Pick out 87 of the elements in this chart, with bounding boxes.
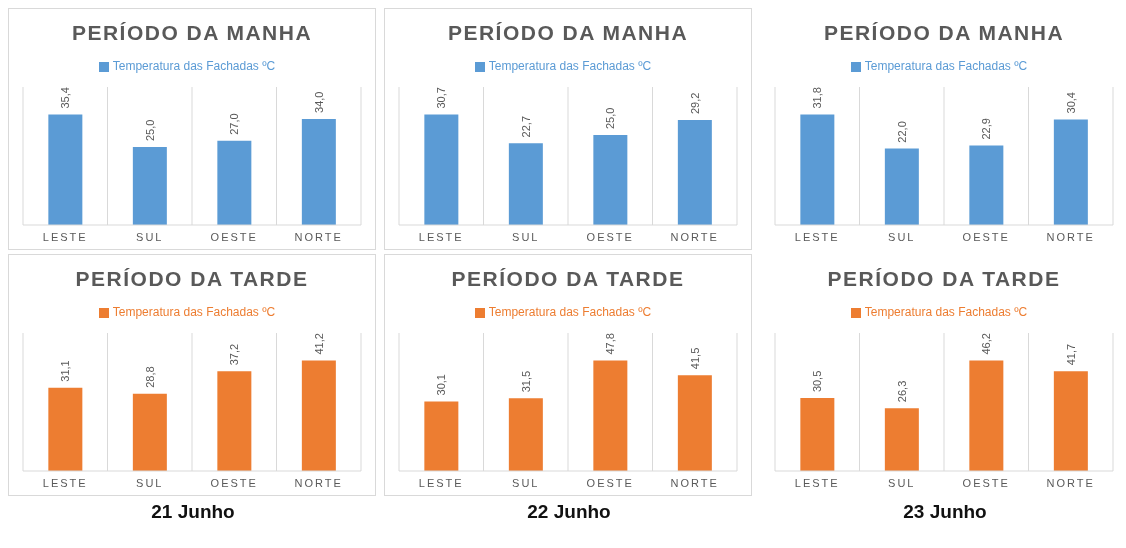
bar xyxy=(677,119,712,225)
data-label: 41,5 xyxy=(688,347,701,370)
data-label: 46,2 xyxy=(980,333,993,355)
data-label: 30,4 xyxy=(1064,92,1077,114)
bar xyxy=(217,140,252,225)
bar xyxy=(969,360,1004,471)
legend-label: Temperatura das Fachadas ºC xyxy=(488,59,652,73)
bar xyxy=(1053,371,1088,471)
bar xyxy=(508,398,543,471)
data-label: 35,4 xyxy=(59,87,72,109)
bar xyxy=(800,114,835,225)
x-tick-label: OESTE xyxy=(210,230,258,243)
data-label: 31,5 xyxy=(519,370,532,393)
text: 23 Junho xyxy=(902,501,988,523)
bar xyxy=(1053,119,1088,225)
data-label: 47,8 xyxy=(604,333,617,355)
text: 21 Junho xyxy=(150,501,236,523)
bar xyxy=(217,371,252,471)
bar xyxy=(48,387,83,471)
x-tick-label: NORTE xyxy=(1046,476,1095,489)
bar xyxy=(593,135,628,225)
data-label: 41,2 xyxy=(312,333,325,355)
bar xyxy=(593,360,628,471)
bar xyxy=(969,145,1004,225)
x-tick-label: SUL xyxy=(512,230,540,243)
bar xyxy=(301,118,336,225)
bar xyxy=(301,360,336,471)
bar xyxy=(884,148,919,225)
x-tick-label: NORTE xyxy=(1046,230,1095,243)
bar xyxy=(677,375,712,471)
legend-label: Temperatura das Fachadas ºC xyxy=(112,305,276,319)
x-tick-label: SUL xyxy=(888,476,916,489)
data-label: 41,7 xyxy=(1064,343,1077,366)
data-label: 30,5 xyxy=(811,370,824,393)
data-label: 25,0 xyxy=(604,107,617,130)
x-tick-label: LESTE xyxy=(794,230,840,243)
x-tick-label: NORTE xyxy=(294,230,343,243)
x-tick-label: NORTE xyxy=(670,476,719,489)
text: 22 Junho xyxy=(526,501,612,523)
data-label: 37,2 xyxy=(228,343,241,366)
data-label: 30,1 xyxy=(435,374,448,396)
chart-title: PERÍODO DA MANHA xyxy=(822,21,1066,46)
legend-label: Temperatura das Fachadas ºC xyxy=(864,305,1028,319)
x-tick-label: LESTE xyxy=(42,476,88,489)
data-label: 22,9 xyxy=(980,118,993,140)
chart-title: PERÍODO DA MANHA xyxy=(70,21,314,46)
x-tick-label: LESTE xyxy=(418,230,464,243)
chart-title: PERÍODO DA TARDE xyxy=(450,267,686,292)
data-label: 22,0 xyxy=(895,121,908,143)
x-tick-label: OESTE xyxy=(586,476,634,489)
chart-title: PERÍODO DA TARDE xyxy=(826,267,1062,292)
x-tick-label: OESTE xyxy=(962,230,1010,243)
x-tick-label: OESTE xyxy=(586,230,634,243)
bar xyxy=(424,401,459,471)
bar xyxy=(884,408,919,471)
bar xyxy=(508,143,543,225)
chart-title: PERÍODO DA TARDE xyxy=(74,267,310,292)
data-label: 27,0 xyxy=(228,113,241,135)
x-tick-label: SUL xyxy=(136,476,164,489)
data-label: 31,8 xyxy=(811,87,824,109)
x-tick-label: SUL xyxy=(512,476,540,489)
chart-title: PERÍODO DA MANHA xyxy=(446,21,690,46)
x-tick-label: NORTE xyxy=(670,230,719,243)
data-label: 22,7 xyxy=(519,115,532,138)
bar xyxy=(424,114,459,225)
data-label: 31,1 xyxy=(59,360,72,382)
bar xyxy=(132,147,167,225)
data-label: 34,0 xyxy=(312,91,325,113)
data-label: 25,0 xyxy=(143,119,156,142)
x-tick-label: SUL xyxy=(136,230,164,243)
bar xyxy=(800,398,835,471)
x-tick-label: OESTE xyxy=(210,476,258,489)
data-label: 26,3 xyxy=(895,380,908,403)
data-label: 29,2 xyxy=(688,92,701,114)
legend-label: Temperatura das Fachadas ºC xyxy=(488,305,652,319)
bar xyxy=(132,393,167,471)
bar xyxy=(48,114,83,225)
x-tick-label: OESTE xyxy=(962,476,1010,489)
x-tick-label: SUL xyxy=(888,230,916,243)
legend-label: Temperatura das Fachadas ºC xyxy=(112,59,276,73)
data-label: 28,8 xyxy=(143,366,156,388)
x-tick-label: LESTE xyxy=(42,230,88,243)
x-tick-label: LESTE xyxy=(418,476,464,489)
data-label: 30,7 xyxy=(435,87,448,109)
legend-label: Temperatura das Fachadas ºC xyxy=(864,59,1028,73)
x-tick-label: NORTE xyxy=(294,476,343,489)
x-tick-label: LESTE xyxy=(794,476,840,489)
